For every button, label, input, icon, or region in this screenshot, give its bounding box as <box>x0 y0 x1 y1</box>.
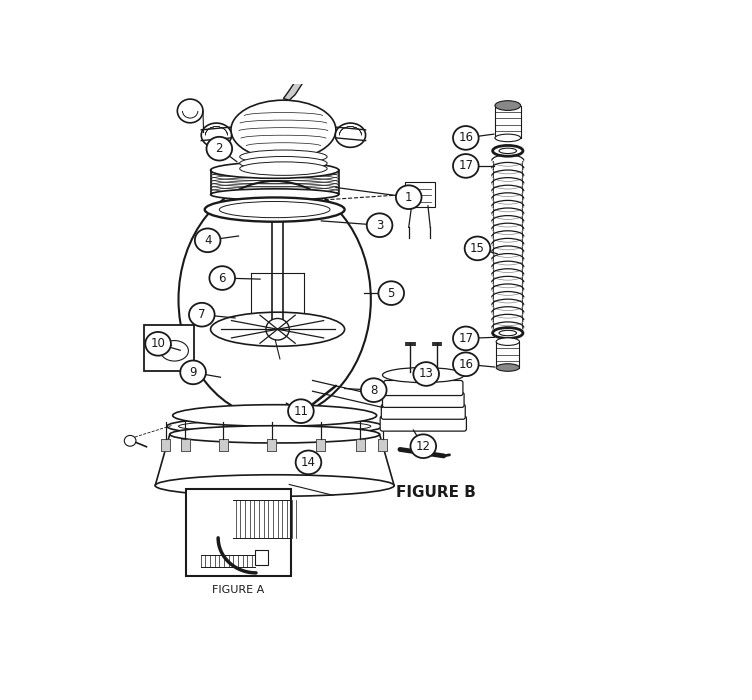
Circle shape <box>266 318 290 340</box>
Ellipse shape <box>496 364 520 371</box>
Circle shape <box>453 154 479 178</box>
Text: 12: 12 <box>416 440 431 453</box>
FancyBboxPatch shape <box>384 381 463 395</box>
FancyBboxPatch shape <box>267 439 276 451</box>
Ellipse shape <box>499 330 517 336</box>
FancyBboxPatch shape <box>144 325 194 371</box>
FancyBboxPatch shape <box>267 439 276 451</box>
Text: FIGURE A: FIGURE A <box>212 585 265 595</box>
Text: 10: 10 <box>150 337 165 350</box>
Ellipse shape <box>160 341 189 361</box>
Circle shape <box>189 303 214 326</box>
Ellipse shape <box>493 328 523 338</box>
Text: 8: 8 <box>370 384 378 397</box>
FancyBboxPatch shape <box>186 489 291 576</box>
Ellipse shape <box>499 148 517 153</box>
FancyBboxPatch shape <box>316 439 326 451</box>
Text: 2: 2 <box>216 142 223 155</box>
FancyBboxPatch shape <box>356 439 365 451</box>
Circle shape <box>396 186 422 209</box>
FancyBboxPatch shape <box>219 439 228 451</box>
Circle shape <box>209 266 235 290</box>
Ellipse shape <box>202 123 232 147</box>
Ellipse shape <box>495 134 520 141</box>
Ellipse shape <box>335 123 365 147</box>
Text: 11: 11 <box>293 405 308 418</box>
Ellipse shape <box>154 340 169 351</box>
Circle shape <box>414 362 439 386</box>
Text: 7: 7 <box>198 308 205 321</box>
Ellipse shape <box>240 162 327 176</box>
FancyBboxPatch shape <box>383 392 464 407</box>
Ellipse shape <box>170 426 380 443</box>
Ellipse shape <box>178 181 371 418</box>
FancyBboxPatch shape <box>381 404 465 419</box>
Circle shape <box>180 360 206 384</box>
Text: 17: 17 <box>458 332 473 345</box>
FancyBboxPatch shape <box>180 439 190 451</box>
Ellipse shape <box>211 189 338 200</box>
Circle shape <box>195 228 220 252</box>
Ellipse shape <box>173 405 377 426</box>
FancyBboxPatch shape <box>381 416 466 431</box>
Circle shape <box>207 136 232 160</box>
Ellipse shape <box>178 420 371 432</box>
Circle shape <box>411 434 436 458</box>
Text: 3: 3 <box>376 218 384 232</box>
Circle shape <box>367 214 393 237</box>
Circle shape <box>124 435 136 446</box>
Polygon shape <box>284 49 321 100</box>
Circle shape <box>453 352 479 376</box>
Circle shape <box>177 99 203 122</box>
FancyBboxPatch shape <box>405 182 435 207</box>
Ellipse shape <box>211 312 344 346</box>
Text: 13: 13 <box>419 368 434 381</box>
Text: 1: 1 <box>405 190 412 204</box>
FancyBboxPatch shape <box>161 439 170 451</box>
FancyBboxPatch shape <box>378 439 387 451</box>
Circle shape <box>378 281 404 305</box>
Ellipse shape <box>211 162 338 178</box>
Circle shape <box>453 126 479 150</box>
Text: 9: 9 <box>190 366 197 379</box>
Text: 16: 16 <box>458 132 473 144</box>
Text: 5: 5 <box>387 286 395 300</box>
Ellipse shape <box>240 150 327 164</box>
Ellipse shape <box>231 100 336 160</box>
FancyBboxPatch shape <box>161 439 170 451</box>
FancyBboxPatch shape <box>180 439 190 451</box>
Circle shape <box>288 399 314 423</box>
Ellipse shape <box>495 101 520 111</box>
Text: 14: 14 <box>301 456 316 469</box>
FancyBboxPatch shape <box>316 439 326 451</box>
Circle shape <box>453 326 479 350</box>
Circle shape <box>145 332 171 356</box>
Ellipse shape <box>262 197 293 207</box>
FancyBboxPatch shape <box>255 550 268 565</box>
Ellipse shape <box>167 416 383 435</box>
Ellipse shape <box>155 475 394 496</box>
Text: 4: 4 <box>204 234 211 247</box>
Text: 15: 15 <box>470 242 485 255</box>
Circle shape <box>361 378 387 402</box>
Ellipse shape <box>493 146 523 156</box>
Text: FIGURE B: FIGURE B <box>396 485 476 500</box>
Text: 6: 6 <box>219 272 226 284</box>
FancyBboxPatch shape <box>356 439 365 451</box>
Circle shape <box>465 237 490 260</box>
Ellipse shape <box>496 338 520 345</box>
Text: 17: 17 <box>458 160 473 172</box>
Ellipse shape <box>240 157 327 170</box>
FancyBboxPatch shape <box>378 439 387 451</box>
Ellipse shape <box>205 197 344 222</box>
Text: 16: 16 <box>458 358 473 371</box>
Circle shape <box>296 451 321 474</box>
Ellipse shape <box>220 202 330 218</box>
FancyBboxPatch shape <box>219 439 228 451</box>
Ellipse shape <box>383 368 464 383</box>
